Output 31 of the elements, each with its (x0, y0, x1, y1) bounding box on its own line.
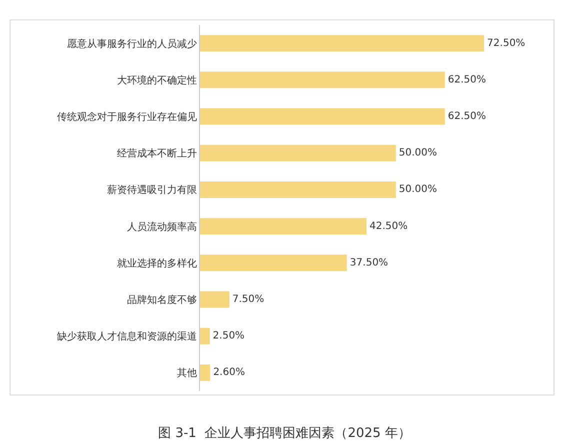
data-label: 62.50% (448, 74, 486, 86)
y-tick-label: 愿意从事服务行业的人员减少 (67, 38, 197, 50)
y-tick-label: 品牌知名度不够 (127, 294, 197, 306)
bar (200, 144, 396, 162)
y-tick-label: 经营成本不断上升 (117, 148, 197, 160)
data-label: 37.50% (350, 257, 388, 268)
data-label: 50.00% (398, 184, 438, 196)
y-tick-label: 缺少获取人才信息和资源的渠道 (57, 330, 197, 343)
y-tick-label: 大环境的不确定性 (117, 74, 197, 86)
data-label: 62.50% (448, 111, 486, 122)
text: 图 3-1 企业人事招聘困难因素（2025 年） (158, 426, 411, 442)
bar (200, 218, 367, 235)
bar (200, 328, 210, 344)
bar (200, 35, 484, 52)
bar (200, 254, 347, 272)
bar (200, 291, 230, 308)
data-label: 42.50% (370, 220, 408, 232)
data-label: 7.50% (232, 294, 264, 306)
data-label: 72.50% (487, 38, 526, 49)
y-tick-label: 就业选择的多样化 (117, 257, 197, 270)
y-tick-label: 传统观念对于服务行业存在偏见 (57, 111, 197, 123)
bar (200, 364, 210, 381)
y-tick-label: 人员流动频率高 (127, 220, 197, 233)
bar (200, 108, 445, 125)
data-label: 50.00% (398, 148, 438, 159)
y-tick-label: 其他 (177, 367, 197, 380)
bar (200, 181, 396, 198)
bar (200, 72, 445, 88)
y-tick-label: 薪资待遇吸引力有限 (107, 184, 197, 196)
data-label: 2.60% (213, 367, 245, 378)
data-label: 2.50% (212, 330, 245, 342)
